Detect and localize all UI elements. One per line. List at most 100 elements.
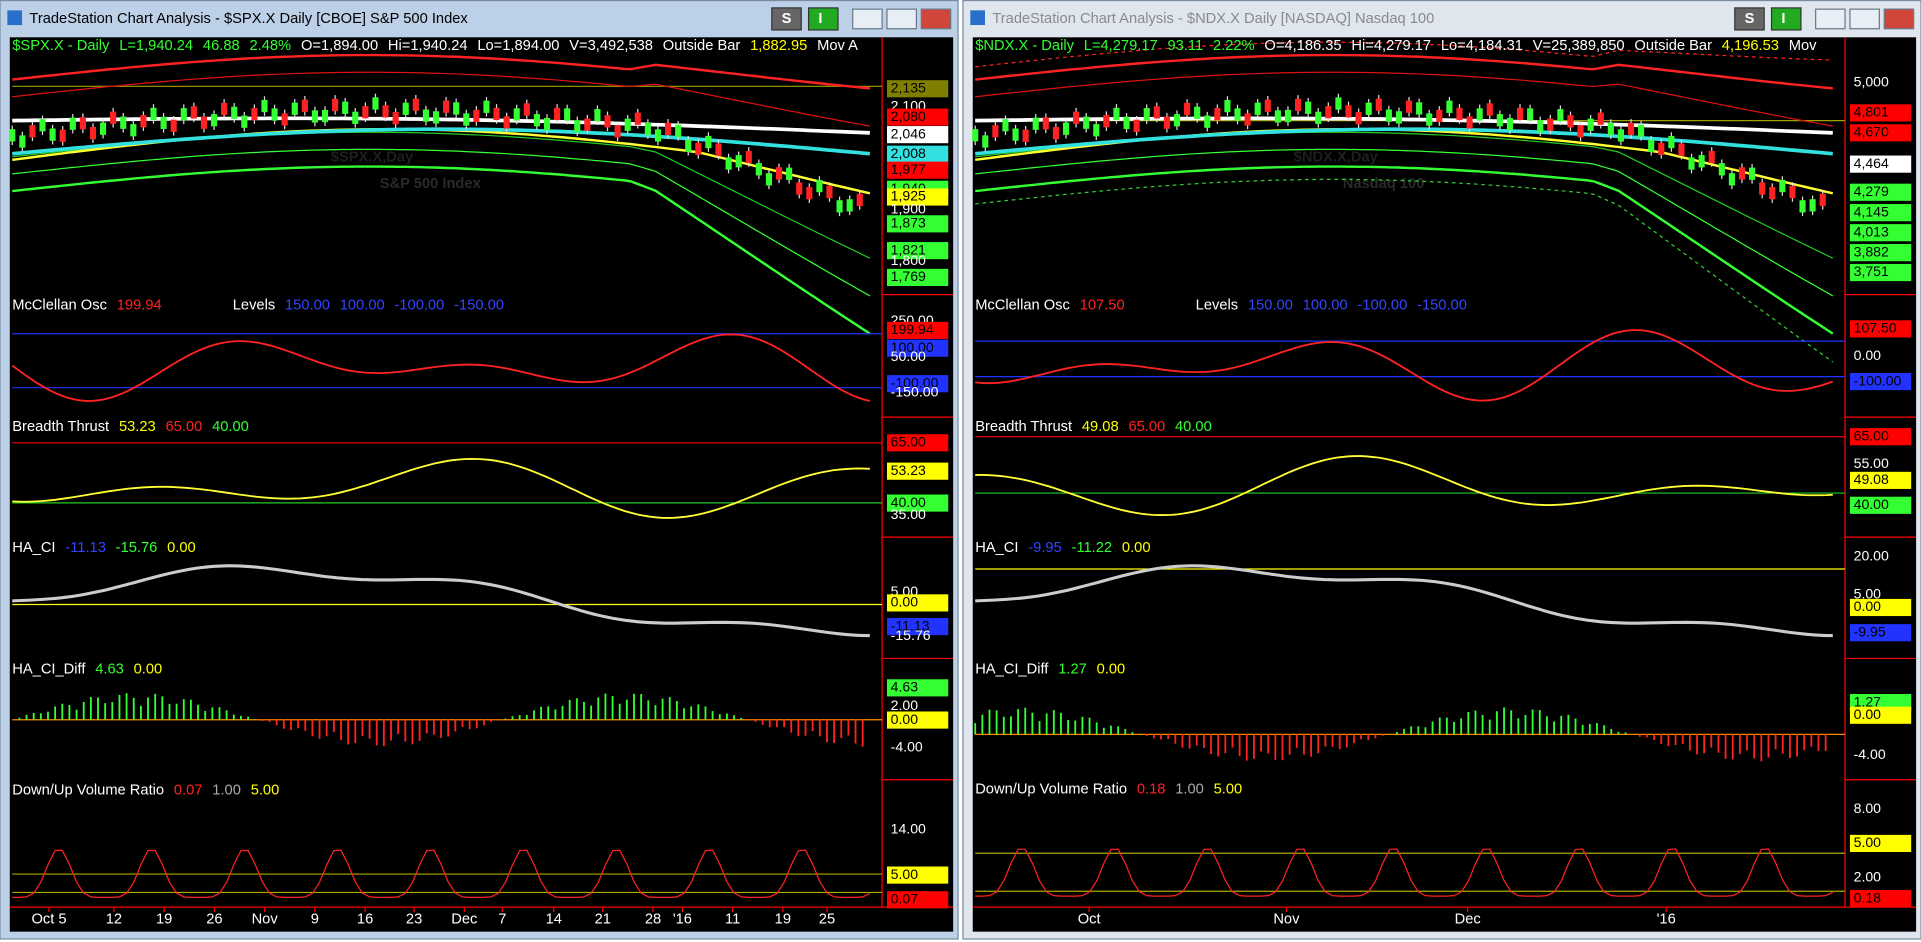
candle-body	[1527, 108, 1534, 121]
candle-body	[1476, 108, 1483, 121]
candle-body	[634, 112, 641, 125]
candle-body	[362, 106, 369, 119]
axis-label: 4.63	[891, 679, 919, 695]
axis-label-box	[886, 161, 949, 179]
candle-body	[281, 113, 288, 126]
label: -9.95	[1028, 540, 1061, 556]
label: Outside Bar	[663, 38, 741, 54]
label: V=3,492,538	[569, 38, 653, 54]
close-button[interactable]	[920, 8, 952, 30]
candle-body	[311, 110, 318, 123]
label: -11.13	[65, 540, 106, 556]
label: Levels	[1196, 297, 1238, 313]
axis-label: 40.00	[1854, 496, 1889, 512]
candle-body	[321, 109, 329, 123]
axis-label: 5.00	[1854, 586, 1882, 602]
axis-label: 4,670	[1854, 124, 1889, 140]
candle-body	[150, 107, 157, 121]
candle-body	[69, 117, 76, 130]
candle-body	[170, 119, 177, 132]
axis-label-box	[1849, 263, 1912, 282]
candle-body	[210, 114, 218, 127]
chart-area	[9, 37, 954, 932]
axis-label: 49.08	[1854, 471, 1889, 487]
label: 107.50	[1080, 297, 1125, 313]
axis-label-box	[886, 108, 949, 126]
toolbar-button[interactable]	[771, 7, 802, 31]
candle-body	[1789, 185, 1796, 199]
label: McClellan Osc	[975, 297, 1070, 313]
x-tick-label: '16	[1657, 911, 1676, 927]
axis-label-box	[1849, 224, 1912, 242]
x-tick-label: 11	[725, 911, 740, 927]
candle-body	[473, 109, 480, 123]
label: Breadth Thrust	[12, 419, 109, 435]
candle-body	[1002, 119, 1009, 132]
candle-body	[1163, 116, 1170, 129]
maximize-button[interactable]	[886, 8, 918, 30]
candle-body	[1416, 102, 1423, 115]
candle-body	[352, 111, 359, 124]
candle-body	[826, 185, 833, 199]
candle-body	[140, 115, 147, 128]
toolbar-button[interactable]	[807, 7, 839, 31]
axis-label: 0.00	[1854, 347, 1882, 363]
label: L=4,279.17	[1084, 38, 1158, 54]
candle-body	[664, 122, 672, 135]
x-tick-label: 9	[311, 911, 319, 927]
axis-label: 20.00	[1854, 547, 1889, 563]
candle-body	[180, 108, 187, 121]
candle-body	[806, 187, 813, 200]
axis-label: 0.07	[891, 891, 919, 907]
axis-label: 2,080	[891, 108, 926, 124]
candle-body	[231, 106, 238, 119]
axis-label: 3,882	[1854, 243, 1889, 259]
axis-label: 0.18	[1854, 889, 1882, 905]
axis-label: 1,769	[891, 268, 926, 284]
axis-label: 4,145	[1854, 203, 1889, 219]
axis-label: 5,000	[1854, 73, 1889, 89]
axis-label-box	[1849, 889, 1912, 908]
candle-body	[1133, 119, 1140, 132]
candle-body	[372, 97, 379, 110]
minimize-button[interactable]	[852, 8, 883, 30]
axis-label: 1,873	[891, 215, 926, 231]
label: Hi=4,279.17	[1351, 38, 1431, 54]
axis-label-box	[1849, 624, 1912, 642]
x-tick-label: 25	[819, 911, 835, 927]
candle-body	[972, 129, 979, 142]
candle-body	[1214, 108, 1221, 121]
indicator-line	[975, 165, 1834, 335]
x-tick-label: 7	[498, 911, 506, 927]
axis-label-box	[1849, 598, 1912, 617]
watermark-sub: Nasdaq 100	[1343, 176, 1425, 192]
candle-body	[1446, 100, 1453, 113]
toolbar-button[interactable]	[1770, 7, 1802, 31]
candle-body	[1577, 125, 1584, 138]
label: 100.00	[340, 297, 385, 313]
toolbar-button[interactable]	[1734, 7, 1765, 31]
label: 2.22%	[1213, 38, 1255, 54]
watermark-sub: S&P 500 Index	[380, 176, 482, 192]
indicator-line	[975, 329, 1834, 402]
axis-label-box	[886, 711, 949, 729]
label: 1.00	[212, 783, 241, 799]
candle-body	[614, 125, 621, 138]
candle-body	[816, 179, 823, 193]
axis-label-box	[1849, 124, 1912, 142]
candle-body	[483, 100, 490, 113]
candle-body	[1617, 129, 1624, 142]
close-button[interactable]	[1883, 8, 1915, 30]
minimize-button[interactable]	[1815, 8, 1846, 30]
label: Outside Bar	[1634, 38, 1712, 54]
candle-body	[564, 108, 571, 121]
axis-label: -9.95	[1854, 623, 1886, 639]
label: Down/Up Volume Ratio	[975, 781, 1127, 797]
axis-label-box	[886, 339, 949, 357]
maximize-button[interactable]	[1849, 8, 1880, 30]
axis-label-box	[1849, 428, 1912, 446]
axis-label-box	[886, 268, 949, 287]
label: 0.00	[167, 540, 196, 556]
candle-body	[1728, 173, 1735, 186]
axis-label: 1,925	[891, 188, 926, 204]
